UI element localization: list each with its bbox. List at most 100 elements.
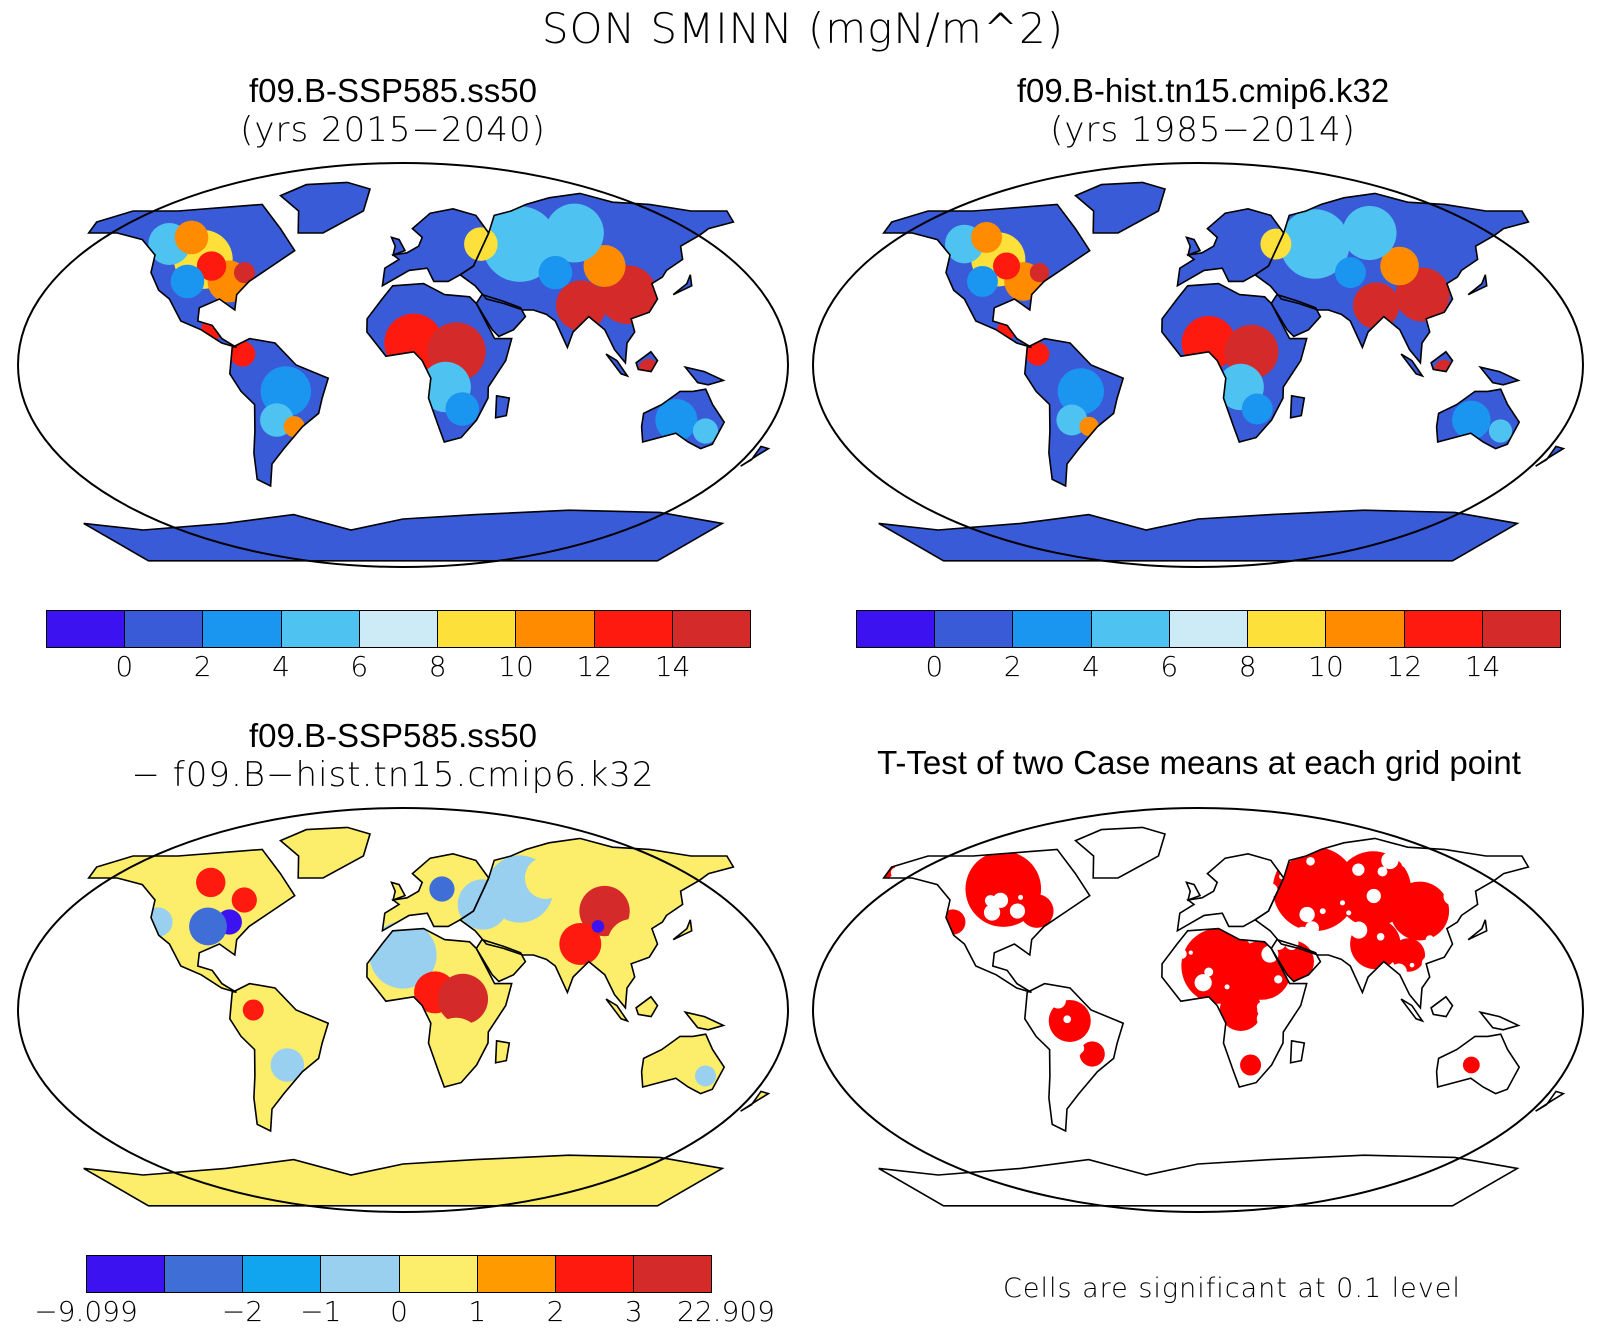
coastline-asia xyxy=(1253,192,1530,365)
colorbar-label: 14 xyxy=(1464,650,1501,683)
panel-3-subtitle: − f09.B−hist.tn15.cmip6.k32 xyxy=(131,755,655,795)
coastline-antarctica xyxy=(83,509,725,562)
coastline-arabia xyxy=(475,938,527,983)
colorbar-swatch xyxy=(935,611,1014,647)
colorbar-label: 10 xyxy=(1308,650,1344,683)
coastline-sumatra xyxy=(605,353,630,378)
coastline-uk xyxy=(1185,236,1202,257)
map-panel-4 xyxy=(812,807,1584,1213)
coastline-arabia xyxy=(1270,938,1322,983)
coastline-newguinea xyxy=(1478,365,1521,386)
coastline-greenland xyxy=(278,826,371,879)
coastline-uk xyxy=(390,881,407,902)
colorbar-swatch xyxy=(399,1256,478,1292)
colorbar-swatch xyxy=(438,611,517,647)
coastline-japan xyxy=(1467,919,1488,941)
coastline-madagascar xyxy=(1289,394,1306,419)
panel-1-subtitle: (yrs 2015−2040) xyxy=(240,110,546,150)
panel-3-case: f09.B-SSP585.ss50 xyxy=(248,717,537,754)
coastline-namerica xyxy=(882,203,1091,349)
colorbar-label: −2 xyxy=(221,1295,264,1328)
coastline-africa xyxy=(1161,282,1308,443)
coastline-greenland xyxy=(1073,826,1166,879)
coastline-asia xyxy=(458,192,735,365)
colorbar-label: 6 xyxy=(350,650,369,683)
coastline-japan xyxy=(1467,274,1488,296)
map-panel-1 xyxy=(17,162,789,568)
colorbar-swatch xyxy=(672,611,750,647)
coastline-japan xyxy=(672,274,693,296)
significance-note: Cells are significant at 0.1 level xyxy=(1003,1273,1461,1304)
colorbar-label: 0 xyxy=(390,1295,408,1328)
colorbar-label: 12 xyxy=(576,650,613,683)
panel-1-case: f09.B-SSP585.ss50 xyxy=(248,72,537,109)
colorbar-label: 0 xyxy=(115,650,134,683)
coastline-africa xyxy=(366,927,513,1088)
coastline-arabia xyxy=(475,293,527,338)
coastline-uk xyxy=(390,236,407,257)
colorbar-swatch xyxy=(555,1256,634,1292)
coastline-namerica xyxy=(87,848,296,994)
colorbar-swatch xyxy=(857,611,936,647)
colorbar-swatch xyxy=(359,611,439,647)
panel-2-subtitle: (yrs 1985−2014) xyxy=(1050,110,1356,150)
colorbar-label: 6 xyxy=(1160,650,1179,683)
colorbar-label: 8 xyxy=(428,650,447,683)
colorbar-swatch xyxy=(281,611,360,647)
colorbar-label: 2 xyxy=(546,1295,565,1328)
coastline-sumatra xyxy=(1400,998,1425,1023)
colorbar-label: −1 xyxy=(300,1295,342,1328)
coastline-antarctica xyxy=(878,1154,1520,1207)
coastline-arabia xyxy=(1270,293,1322,338)
coastline-nz xyxy=(1535,445,1566,467)
colorbar-swatch xyxy=(87,1256,166,1292)
colorbar-label: 2 xyxy=(193,650,212,683)
colorbar-swatch xyxy=(321,1256,400,1292)
coastline-australia xyxy=(640,388,726,450)
colorbar-label: 3 xyxy=(624,1295,643,1328)
coastline-namerica xyxy=(882,848,1091,994)
map-panel-3 xyxy=(17,807,789,1213)
colorbar-swatch xyxy=(1248,611,1327,647)
colorbar-panel-2 xyxy=(856,610,1561,648)
coastline-greenland xyxy=(1073,181,1166,234)
colorbar-label: 2 xyxy=(1003,650,1022,683)
map-border xyxy=(17,807,789,1213)
colorbar-label: 14 xyxy=(654,650,691,683)
coastline-borneo xyxy=(635,995,659,1018)
coastline-madagascar xyxy=(494,394,511,419)
colorbar-swatch xyxy=(1482,611,1560,647)
coastline-madagascar xyxy=(1289,1039,1306,1064)
colorbar-swatch xyxy=(165,1256,244,1292)
colorbar-swatch xyxy=(1013,611,1092,647)
map-border xyxy=(17,162,789,568)
coastline-uk xyxy=(1185,881,1202,902)
coastline-sumatra xyxy=(1400,353,1425,378)
colorbar-label: 8 xyxy=(1238,650,1257,683)
colorbar-swatch xyxy=(125,611,204,647)
colorbar-label: 1 xyxy=(468,1295,487,1328)
colorbar-label: 12 xyxy=(1386,650,1423,683)
panel-2-case: f09.B-hist.tn15.cmip6.k32 xyxy=(1016,72,1390,109)
map-border xyxy=(812,162,1584,568)
panel-1-title: f09.B-SSP585.ss50 (yrs 2015−2040) xyxy=(13,72,773,150)
coastline-namerica xyxy=(87,203,296,349)
coastline-asia xyxy=(458,837,735,1010)
colorbar-panel-3 xyxy=(86,1255,712,1293)
map-panel-2 xyxy=(812,162,1584,568)
coastline-newguinea xyxy=(683,365,726,386)
coastline-antarctica xyxy=(878,509,1520,562)
colorbar-swatch xyxy=(203,611,282,647)
colorbar-label: 22.909 xyxy=(677,1295,775,1328)
coastline-africa xyxy=(1161,927,1308,1088)
coastline-australia xyxy=(1435,1033,1521,1095)
coastline-sumatra xyxy=(605,998,630,1023)
colorbar-panel-1 xyxy=(46,610,751,648)
coastline-japan xyxy=(672,919,693,941)
colorbar-label: 4 xyxy=(272,650,290,683)
colorbar-swatch xyxy=(243,1256,322,1292)
coastline-nz xyxy=(740,445,771,467)
coastline-antarctica xyxy=(83,1154,725,1207)
colorbar-swatch xyxy=(1404,611,1483,647)
colorbar-swatch xyxy=(1169,611,1249,647)
